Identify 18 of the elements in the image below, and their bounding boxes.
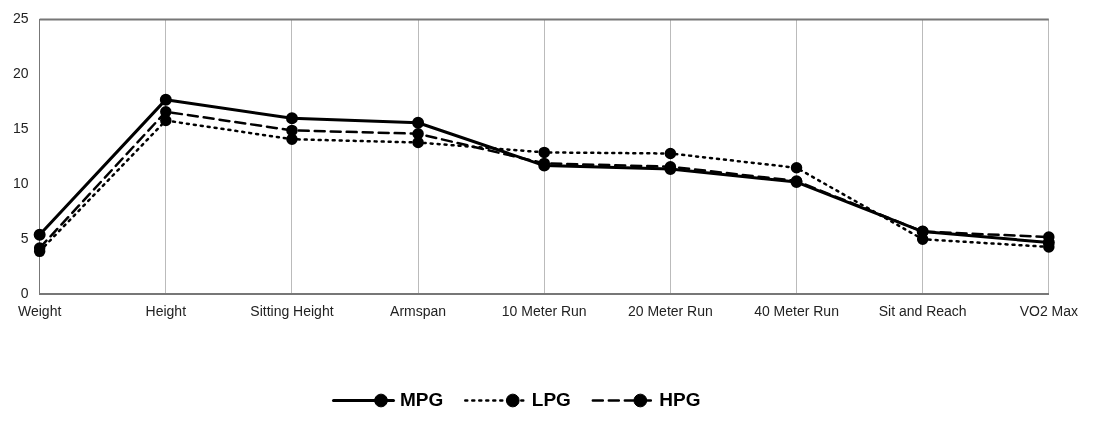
x-tick-label: 10 Meter Run (501, 303, 587, 320)
x-tick-label: 20 Meter Run (627, 303, 713, 320)
x-tick-label: Armspan (390, 303, 447, 320)
y-tick-label: 5 (20, 230, 29, 247)
y-tick-label: 0 (20, 285, 29, 302)
x-tick-label: Sitting Height (250, 303, 334, 320)
x-tick-label: Sit and Reach (878, 303, 967, 320)
legend-label: LPG (531, 388, 571, 410)
y-tick-label: 15 (13, 120, 29, 137)
x-tick-label: 40 Meter Run (754, 303, 839, 320)
y-tick-label: 20 (13, 65, 29, 82)
y-tick-label: 10 (13, 175, 29, 192)
y-tick-label: 25 (13, 10, 29, 27)
x-tick-label: VO2 Max (1019, 303, 1078, 320)
x-tick-label: Height (145, 303, 187, 320)
legend-label: MPG (400, 388, 444, 410)
legend-label: HPG (659, 388, 701, 410)
x-tick-label: Weight (18, 303, 62, 320)
